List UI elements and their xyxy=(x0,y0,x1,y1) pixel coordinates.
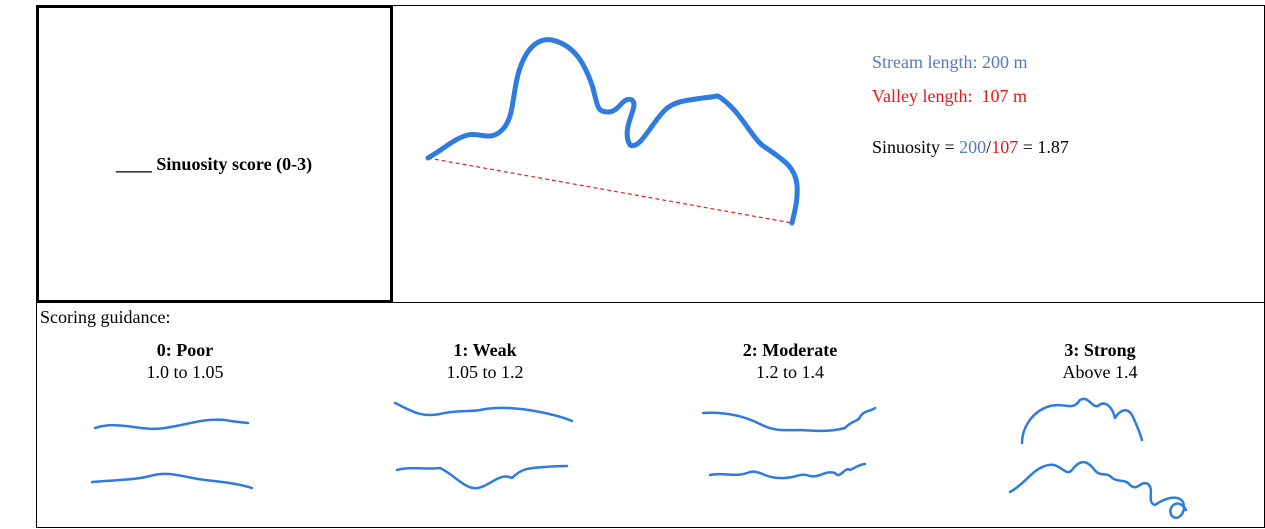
valley-line xyxy=(427,157,793,224)
valley-length: Valley length: 107 m xyxy=(872,86,1027,106)
level-label: 1: Weak xyxy=(453,340,516,360)
weak-stream-1 xyxy=(393,401,574,423)
formula-prefix: Sinuosity = xyxy=(872,137,959,157)
table-border xyxy=(36,5,1265,528)
level-label: 2: Moderate xyxy=(743,340,837,360)
moderate-stream-1 xyxy=(701,406,877,433)
level-range: 1.2 to 1.4 xyxy=(756,362,824,382)
poor-stream-1 xyxy=(93,418,250,431)
formula-valley: 107 xyxy=(991,137,1018,157)
poor-stream-2 xyxy=(90,472,254,490)
guidance-title: Scoring guidance: xyxy=(40,307,170,327)
formula-slash: / xyxy=(986,137,991,157)
sinuosity-formula: Sinuosity = 200/107 = 1.87 xyxy=(872,137,1069,157)
level-label: 0: Poor xyxy=(157,340,213,360)
moderate-stream-2 xyxy=(708,462,867,480)
level-range: 1.0 to 1.05 xyxy=(146,362,223,382)
level-label: 3: Strong xyxy=(1064,340,1135,360)
weak-stream-2 xyxy=(395,464,569,490)
score-label: ____ Sinuosity score (0-3) xyxy=(115,154,312,175)
example-stream xyxy=(425,37,800,226)
stream-length: Stream length: 200 m xyxy=(872,52,1027,72)
strong-stream-2 xyxy=(1008,460,1188,519)
strong-stream-1 xyxy=(1020,397,1144,445)
score-box xyxy=(36,5,393,303)
formula-stream: 200 xyxy=(959,137,986,157)
level-range: 1.05 to 1.2 xyxy=(446,362,523,382)
level-range: Above 1.4 xyxy=(1063,362,1138,382)
formula-result: = 1.87 xyxy=(1018,137,1069,157)
